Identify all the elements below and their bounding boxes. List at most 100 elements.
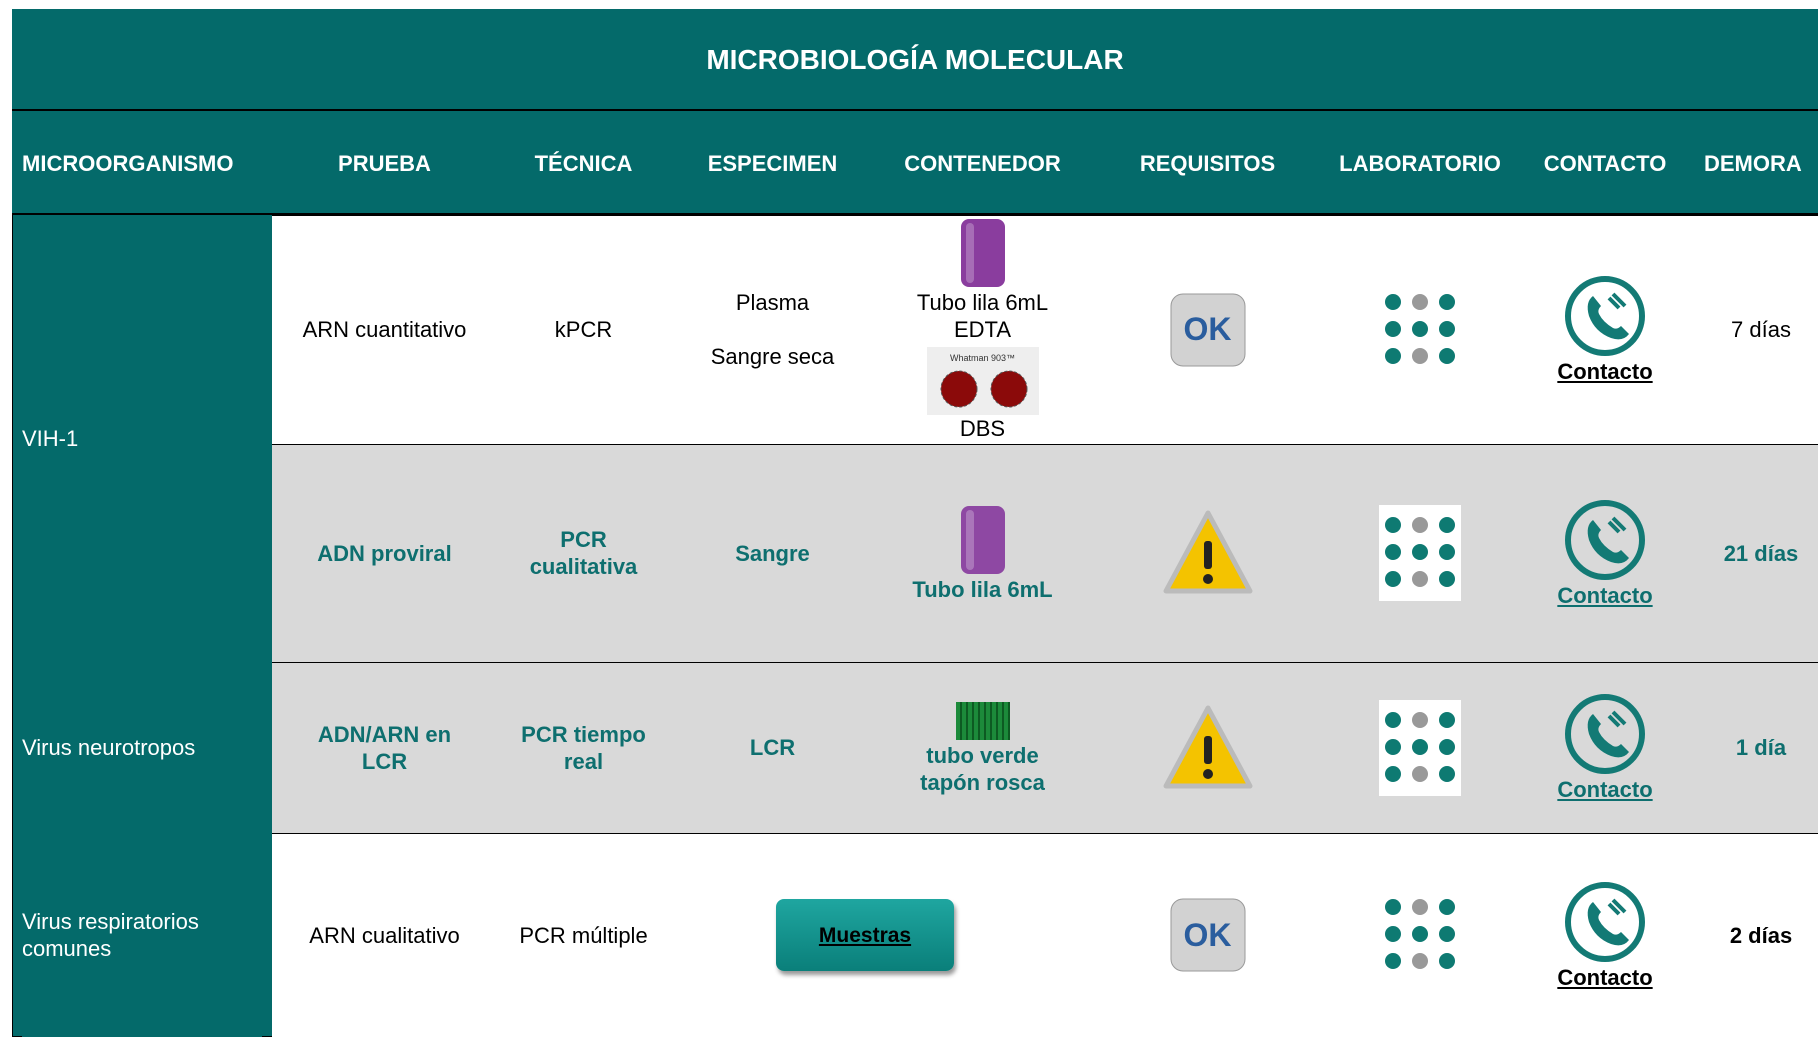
- row-bg: [272, 215, 1818, 444]
- microorganism-cell: VIH-1: [22, 215, 262, 662]
- warning-icon: [1160, 702, 1256, 794]
- prueba-cell: ADN proviral: [272, 444, 497, 662]
- demora: 7 días: [1731, 317, 1791, 342]
- lab-icon-part: [1439, 953, 1455, 969]
- phone-icon-part: [1565, 499, 1645, 580]
- warning-icon-part: [1202, 768, 1213, 779]
- warning-icon-part: [1203, 735, 1212, 764]
- lab-cell: [1325, 215, 1515, 444]
- header-cell: LABORATORIO: [1339, 150, 1501, 176]
- header-cell: MICROORGANISMO: [22, 150, 234, 176]
- tube-icon-part: [959, 701, 962, 740]
- ok-button-part: [1170, 898, 1245, 972]
- especimen-cell: Plasma Sangre seca: [670, 215, 875, 444]
- phone-icon: [1563, 498, 1647, 582]
- lab-icon-part: [1385, 899, 1401, 915]
- header-cell: REQUISITOS: [1139, 150, 1276, 176]
- warning-icon-part: [1203, 541, 1212, 569]
- lab-icon: [1379, 282, 1461, 378]
- phone-icon-part: [1607, 516, 1627, 533]
- especimen: LCR: [749, 735, 796, 760]
- tube-icon-part: [983, 701, 986, 740]
- tecnica: PCR múltiple: [519, 922, 648, 948]
- phone-icon: [1563, 880, 1647, 964]
- dbs-image-part: [990, 370, 1027, 408]
- phone-icon-part: [1565, 276, 1645, 356]
- lab-icon-part: [1412, 571, 1428, 587]
- contacto-link[interactable]: Contacto: [1557, 777, 1653, 802]
- lab-icon: [1379, 505, 1461, 601]
- prueba: ARN cuantitativo: [302, 317, 467, 342]
- tube-icon: [958, 217, 1008, 289]
- tube-icon-part: [965, 223, 974, 283]
- row-bg: [272, 662, 1818, 833]
- lab-icon-part: [1412, 347, 1428, 364]
- tube-icon-part: [960, 219, 1005, 287]
- prueba-cell: ARN cuantitativo: [272, 215, 497, 444]
- demora: 1 día: [1735, 735, 1787, 760]
- tube-icon-part: [955, 701, 1010, 740]
- ok-button-part: [1170, 293, 1245, 366]
- row-bg: [272, 444, 1818, 662]
- dbs-image-part: [926, 347, 1039, 415]
- phone-icon: [1563, 274, 1647, 358]
- microorganism-cell: Virus neurotropos: [22, 662, 262, 833]
- lab-icon-part: [1439, 293, 1455, 310]
- contenedor: Tubo lila 6mL: [912, 576, 1053, 602]
- lab-icon-part: [1439, 517, 1455, 533]
- lab-icon-part: [1439, 926, 1455, 942]
- prueba-cell: ADN/ARN en LCR: [272, 662, 497, 833]
- lab-icon-part: [1385, 293, 1455, 364]
- phone-icon-part: [1565, 881, 1645, 962]
- lab-cell: [1325, 833, 1515, 1037]
- requisitos-cell: [1090, 662, 1325, 833]
- requisitos-cell: OK: [1090, 215, 1325, 444]
- lab-icon-part: [1439, 899, 1455, 915]
- tube-icon-part: [960, 505, 1005, 574]
- lab-icon-part: [1385, 711, 1401, 728]
- ok-label: OK: [1183, 916, 1232, 953]
- tube-icon-part: [977, 701, 980, 740]
- microorganism-cell: Virus respiratorios comunes: [22, 833, 262, 1037]
- phone-icon-part: [1607, 292, 1627, 310]
- demora-cell: 21 días: [1704, 444, 1818, 662]
- tecnica-cell: PCR cualitativa: [497, 444, 670, 662]
- warning-icon-part: [1163, 705, 1252, 788]
- tube-icon: [958, 504, 1008, 576]
- prueba: ADN proviral: [317, 540, 452, 566]
- lab-icon-part: [1379, 505, 1461, 601]
- demora: 2 días: [1729, 922, 1793, 948]
- ok-icon: OK: [1168, 291, 1248, 369]
- ok-label: OK: [1183, 311, 1232, 347]
- lab-icon-part: [1385, 953, 1401, 969]
- phone-icon-part: [1565, 881, 1645, 962]
- lab-icon-part: [1412, 320, 1428, 337]
- lab-icon-part: [1412, 517, 1428, 533]
- muestras-button[interactable]: Muestras: [776, 899, 954, 971]
- phone-icon-part: [1565, 499, 1645, 580]
- tube-icon-part: [989, 701, 992, 740]
- lab-icon-part: [1412, 926, 1428, 942]
- tecnica: PCR tiempo real: [521, 721, 646, 774]
- contacto-link[interactable]: Contacto: [1557, 964, 1653, 990]
- lab-icon-part: [1379, 699, 1461, 796]
- lab-icon-part: [1412, 711, 1428, 728]
- phone-icon-part: [1587, 519, 1629, 563]
- lab-icon-part: [1385, 347, 1401, 364]
- dbs-card: Whatman 903™: [926, 347, 1039, 415]
- lab-icon-part: [1412, 953, 1428, 969]
- contacto-link[interactable]: Contacto: [1557, 359, 1653, 384]
- lab-icon-part: [1439, 544, 1455, 560]
- especimen: Sangre: [735, 540, 810, 566]
- prueba-cell: ARN cualitativo: [272, 833, 497, 1037]
- contenedor: Tubo lila 6mL EDTA: [916, 290, 1049, 342]
- tube-icon-part: [960, 505, 1005, 574]
- lab-icon-part: [1439, 765, 1455, 782]
- tecnica-cell: PCR múltiple: [497, 833, 670, 1037]
- contact-cell: Contacto: [1515, 662, 1695, 833]
- contacto-link[interactable]: Contacto: [1557, 582, 1653, 608]
- ok-button-part: [1170, 293, 1245, 366]
- phone-icon-part: [1607, 898, 1627, 915]
- header-cell: PRUEBA: [338, 150, 431, 176]
